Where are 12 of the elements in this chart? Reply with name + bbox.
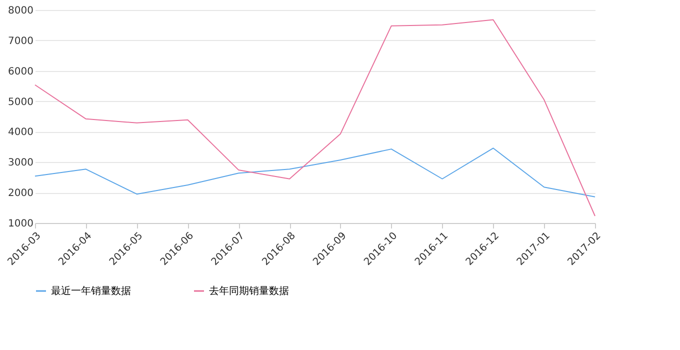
y-tick-label: 3000 xyxy=(8,158,34,169)
y-tick-label: 2000 xyxy=(8,188,34,200)
line-series xyxy=(34,148,596,198)
y-tick-label: 1000 xyxy=(8,218,34,230)
y-tick-label: 6000 xyxy=(8,66,34,78)
y-tick-label: 8000 xyxy=(8,6,34,16)
y-tick-label: 5000 xyxy=(8,96,34,108)
y-tick-label: 7000 xyxy=(8,36,34,47)
legend-label: 最近一年销量数据 xyxy=(51,285,131,297)
y-tick-label: 4000 xyxy=(8,127,34,138)
line-series xyxy=(34,19,596,216)
legend-label: 去年同期销量数据 xyxy=(209,285,289,297)
